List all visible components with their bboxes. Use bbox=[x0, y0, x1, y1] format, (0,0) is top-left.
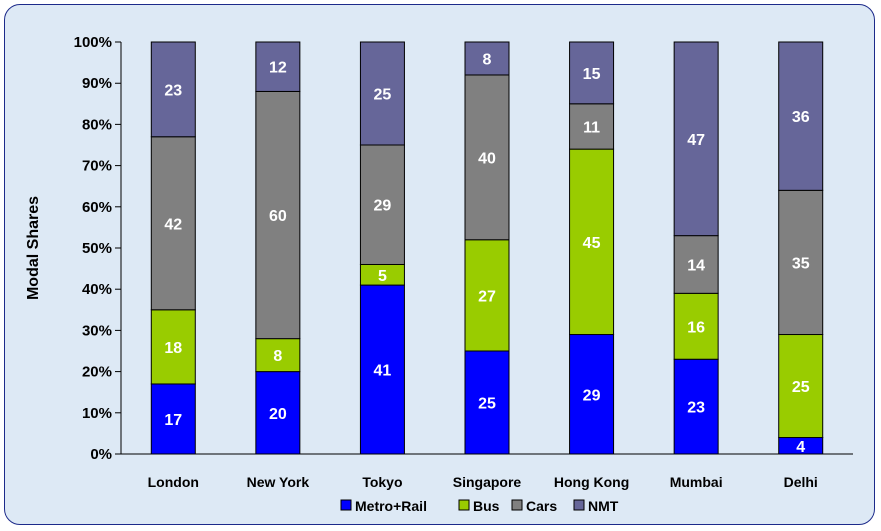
data-label: 29 bbox=[583, 387, 601, 404]
data-label: 27 bbox=[478, 288, 496, 305]
x-axis-categories: London New York Tokyo Singapore Hong Kong Mum… bbox=[148, 474, 818, 490]
data-label: 45 bbox=[583, 235, 601, 252]
y-tick-label: 40% bbox=[82, 281, 112, 298]
data-label: 5 bbox=[378, 268, 387, 285]
x-category-label: Hong Kong bbox=[554, 474, 629, 490]
data-label: 35 bbox=[792, 255, 810, 272]
data-label: 12 bbox=[269, 60, 287, 77]
data-label: 23 bbox=[164, 82, 182, 99]
data-label: 4 bbox=[796, 439, 805, 456]
y-tick-label: 100% bbox=[74, 34, 112, 51]
data-label: 11 bbox=[583, 119, 600, 136]
legend-swatch bbox=[459, 500, 469, 510]
legend-label: Bus bbox=[473, 498, 500, 514]
y-axis-label-group: Modal Shares bbox=[25, 196, 42, 300]
legend: Metro+Rail Bus Cars NMT bbox=[341, 498, 619, 514]
y-tick-label: 30% bbox=[82, 322, 112, 339]
y-tick-label: 20% bbox=[82, 364, 112, 381]
data-label: 18 bbox=[164, 340, 182, 357]
data-label: 14 bbox=[687, 257, 705, 274]
x-category-label: Singapore bbox=[453, 474, 522, 490]
data-label: 23 bbox=[687, 400, 705, 417]
y-tick-label: 80% bbox=[82, 116, 112, 133]
x-category-label: London bbox=[148, 474, 199, 490]
data-label: 41 bbox=[374, 363, 392, 380]
legend-label: NMT bbox=[588, 498, 619, 514]
data-label: 15 bbox=[583, 66, 601, 83]
data-label: 25 bbox=[478, 396, 496, 413]
data-label: 36 bbox=[792, 109, 810, 126]
data-label: 16 bbox=[687, 319, 705, 336]
y-axis-label: Modal Shares bbox=[25, 196, 42, 300]
legend-label: Cars bbox=[526, 498, 557, 514]
y-tick-label: 10% bbox=[82, 405, 112, 422]
y-tick-label: 60% bbox=[82, 199, 112, 216]
chart-frame: Modal Shares 0% 10% 20% 30% 40% 50% 60% 70% 80% 9… bbox=[4, 4, 875, 525]
data-label: 25 bbox=[792, 379, 810, 396]
legend-swatch bbox=[512, 500, 522, 510]
y-tick-label: 0% bbox=[90, 446, 112, 463]
x-category-label: New York bbox=[247, 474, 310, 490]
legend-swatch bbox=[341, 500, 351, 510]
data-label: 29 bbox=[374, 198, 392, 215]
data-label: 25 bbox=[374, 87, 392, 104]
y-axis-ticks: 0% 10% 20% 30% 40% 50% 60% 70% 80% 90% 100% bbox=[74, 34, 121, 463]
legend-swatch bbox=[574, 500, 584, 510]
data-label: 8 bbox=[273, 348, 282, 365]
data-label: 40 bbox=[478, 150, 496, 167]
x-category-label: Delhi bbox=[784, 474, 818, 490]
bars: 17 18 42 23 20 8 60 12 41 5 29 25 25 27 40 8 29 45 11 15 23 1… bbox=[151, 42, 822, 456]
data-label: 47 bbox=[687, 132, 705, 149]
x-category-label: Mumbai bbox=[670, 474, 723, 490]
data-label: 17 bbox=[164, 412, 182, 429]
legend-label: Metro+Rail bbox=[355, 498, 427, 514]
stacked-bar-chart: Modal Shares 0% 10% 20% 30% 40% 50% 60% 70% 80% 9… bbox=[5, 5, 875, 525]
data-label: 20 bbox=[269, 406, 287, 423]
data-label: 8 bbox=[483, 51, 492, 68]
data-label: 60 bbox=[269, 208, 287, 225]
y-tick-label: 70% bbox=[82, 158, 112, 175]
y-tick-label: 50% bbox=[82, 240, 112, 257]
data-label: 42 bbox=[164, 216, 182, 233]
x-category-label: Tokyo bbox=[362, 474, 402, 490]
y-tick-label: 90% bbox=[82, 75, 112, 92]
